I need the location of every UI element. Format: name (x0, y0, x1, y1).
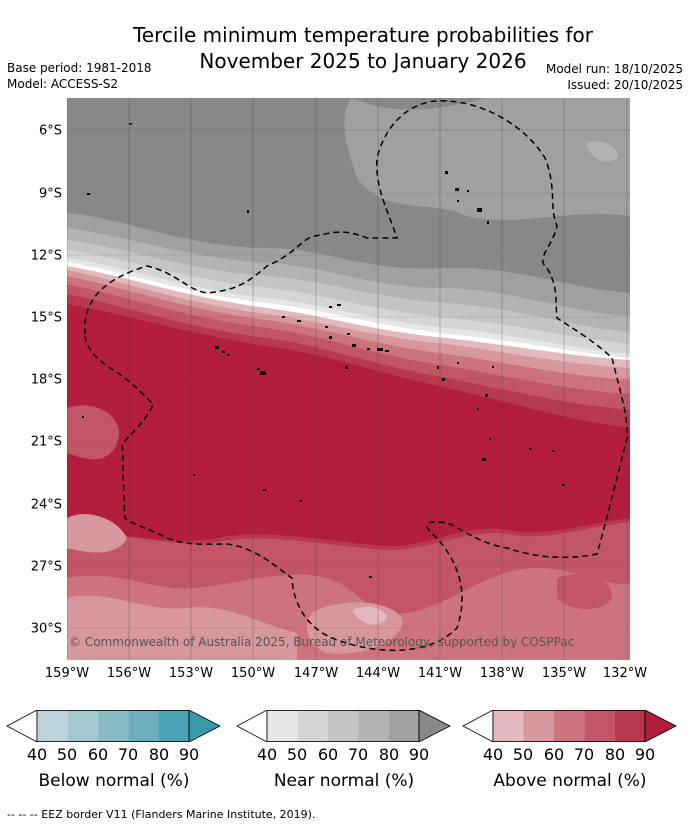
lat-label-18s: 18°S (30, 372, 62, 388)
cb-below-tick-90: 90 (178, 745, 200, 764)
lat-label-21s: 21°S (30, 434, 62, 450)
cb-near-70-80 (358, 710, 389, 742)
colorbar-below-swatches (6, 710, 221, 742)
above-normal-70-patch-west (67, 405, 119, 460)
near-normal-80-band (344, 98, 630, 220)
above-normal-70-patch-east (557, 573, 612, 610)
cb-above-over (644, 710, 677, 742)
lat-label-24s: 24°S (30, 497, 62, 513)
eez-border (84, 100, 629, 651)
islands (82, 123, 565, 578)
cb-below-tick-70: 70 (117, 745, 139, 764)
colorbar-above-normal (462, 710, 678, 742)
cb-near-tick-80: 80 (378, 745, 400, 764)
cb-above-70-80 (584, 710, 615, 742)
cb-above-label: Above normal (%) (493, 771, 647, 791)
lon-label-132w: 132°W (602, 666, 648, 681)
cb-above-tick-60: 60 (543, 745, 565, 764)
model-run: Model run: 18/10/2025 (545, 62, 683, 76)
cb-below-40-50 (37, 710, 68, 742)
lat-label-9s: 9°S (38, 186, 62, 202)
cb-above-tick-90: 90 (634, 745, 656, 764)
lon-label-153w: 153°W (168, 666, 214, 681)
colorbar-near-swatches (236, 710, 451, 742)
cb-near-60-70 (327, 710, 359, 742)
cb-near-tick-90: 90 (408, 745, 430, 764)
cb-near-50-60 (297, 710, 328, 742)
title-line-2: November 2025 to January 2026 (199, 49, 527, 73)
copyright-notice: © Commonwealth of Australia 2025, Bureau… (69, 635, 575, 649)
cb-above-tick-40: 40 (482, 745, 504, 764)
lon-label-138w: 138°W (479, 666, 525, 681)
cb-near-tick-60: 60 (317, 745, 339, 764)
cb-below-60-70 (97, 710, 129, 742)
lon-label-156w: 156°W (106, 666, 152, 681)
lon-label-141w: 141°W (417, 666, 463, 681)
cb-below-over (188, 710, 221, 742)
lon-label-135w: 135°W (541, 666, 587, 681)
meta-right: Model run: 18/10/2025 Issued: 20/10/2025 (546, 61, 683, 93)
cb-below-80-90 (158, 710, 189, 742)
cb-below-label: Below normal (%) (38, 771, 190, 791)
lon-label-147w: 147°W (293, 666, 339, 681)
cb-below-under (6, 710, 38, 742)
cb-near-label: Near normal (%) (273, 771, 415, 791)
cb-below-tick-50: 50 (56, 745, 78, 764)
cb-near-tick-70: 70 (347, 745, 369, 764)
above-normal-90-core (67, 304, 630, 547)
lat-label-30s: 30°S (30, 621, 62, 637)
map-panel: © Commonwealth of Australia 2025, Bureau… (67, 98, 630, 660)
cb-below-tick-60: 60 (87, 745, 109, 764)
graticule (67, 98, 630, 660)
lon-label-144w: 144°W (355, 666, 401, 681)
probability-map (67, 98, 630, 660)
map-title: Tercile minimum temperature probabilitie… (0, 22, 690, 74)
cb-above-tick-70: 70 (573, 745, 595, 764)
cb-above-tick-80: 80 (604, 745, 626, 764)
cb-above-tick-50: 50 (512, 745, 534, 764)
model-name: Model: ACCESS-S2 (7, 77, 119, 91)
cb-below-70-80 (128, 710, 159, 742)
base-period: Base period: 1981-2018 (7, 61, 152, 75)
meta-left: Base period: 1981-2018 Model: ACCESS-S2 (7, 60, 152, 92)
cb-near-tick-40: 40 (256, 745, 278, 764)
lat-label-12s: 12°S (30, 248, 62, 264)
cb-above-under (462, 710, 494, 742)
issued-date: Issued: 20/10/2025 (567, 78, 683, 92)
above-normal-50-patch-west (67, 514, 127, 553)
lon-label-150w: 150°W (230, 666, 276, 681)
lat-label-15s: 15°S (30, 310, 62, 326)
cb-near-40-50 (267, 710, 298, 742)
cb-near-over (418, 710, 451, 742)
lat-label-6s: 6°S (38, 123, 62, 139)
cb-near-tick-50: 50 (286, 745, 308, 764)
lon-label-159w: 159°W (44, 666, 90, 681)
cb-above-40-50 (493, 710, 524, 742)
colorbar-above-swatches (462, 710, 677, 742)
lat-label-27s: 27°S (30, 559, 62, 575)
near-normal-70-patch (587, 141, 618, 162)
title-line-1: Tercile minimum temperature probabilitie… (132, 23, 594, 47)
cb-above-50-60 (523, 710, 554, 742)
cb-below-tick-40: 40 (26, 745, 48, 764)
colorbar-near-normal (236, 710, 452, 742)
colorbar-below-normal (6, 710, 222, 742)
cb-above-60-70 (553, 710, 585, 742)
cb-near-under (236, 710, 268, 742)
cb-above-80-90 (614, 710, 645, 742)
eez-footnote: -- -- -- EEZ border V11 (Flanders Marine… (7, 808, 316, 821)
cb-below-50-60 (67, 710, 98, 742)
cb-below-tick-80: 80 (148, 745, 170, 764)
cb-near-80-90 (388, 710, 419, 742)
